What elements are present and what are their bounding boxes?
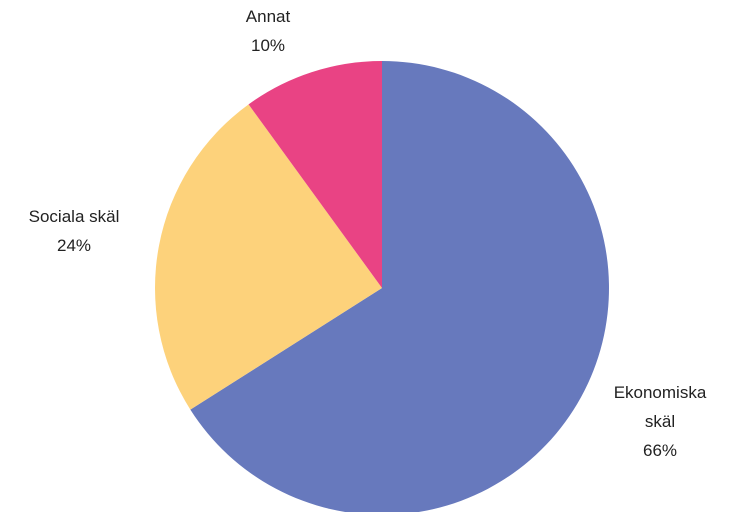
slice-value-label: 10% <box>251 36 285 55</box>
slice-value-label: 24% <box>57 236 91 255</box>
pie-slice <box>155 104 382 410</box>
slice-label: Annat <box>246 7 291 26</box>
pie-slice <box>248 61 382 288</box>
slice-value-label: 66% <box>643 441 677 460</box>
pie-slice <box>190 61 609 512</box>
slice-label: Ekonomiska skäl <box>614 383 707 431</box>
slice-label: Sociala skäl <box>29 207 120 226</box>
